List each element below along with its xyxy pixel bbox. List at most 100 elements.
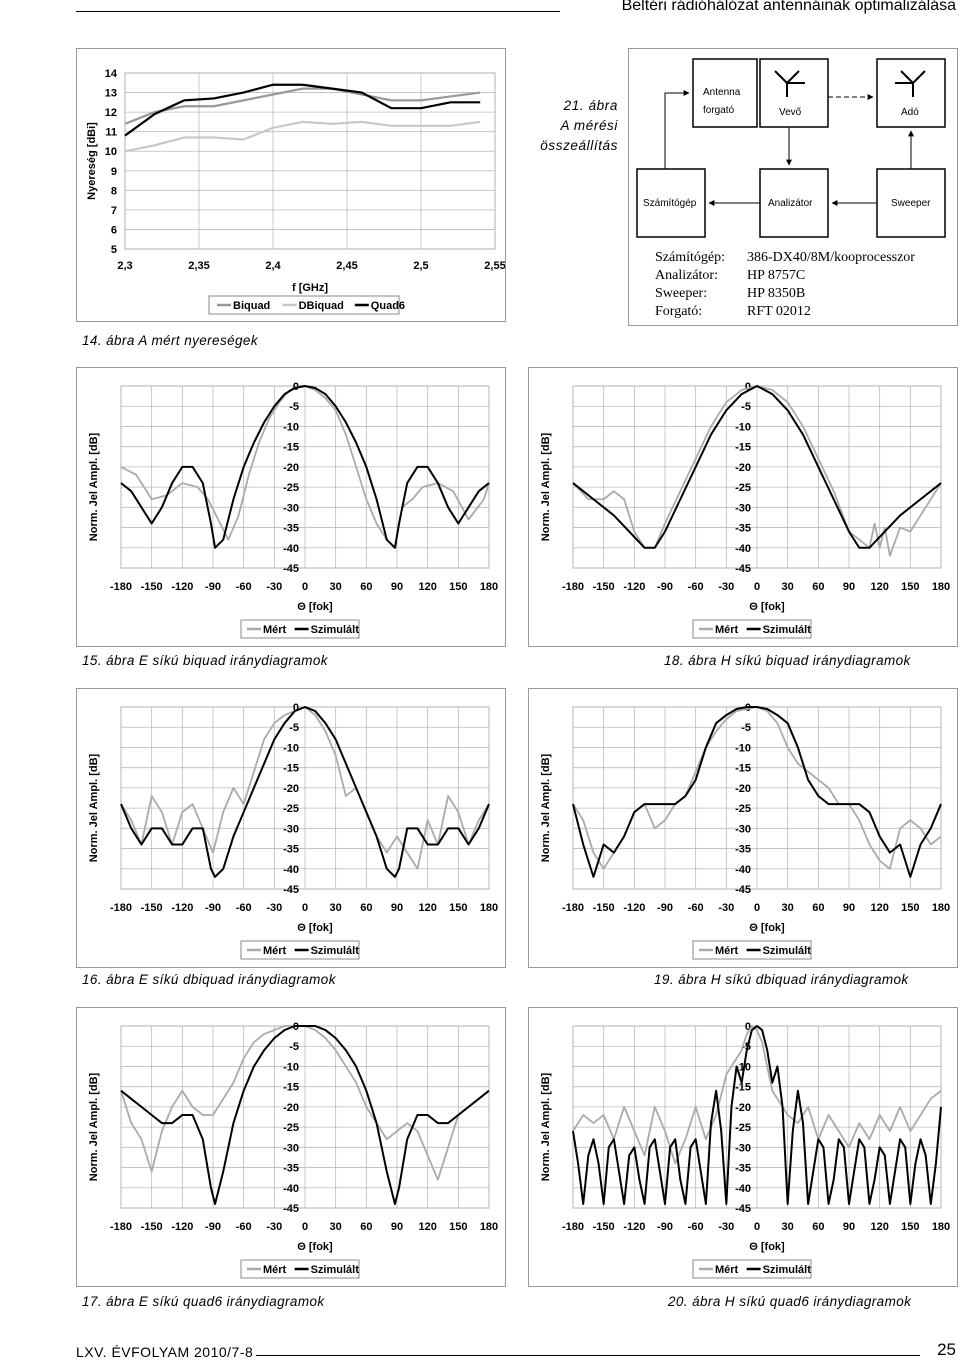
- e-plane-dbiquad-chart: 0-5-10-15-20-25-30-35-40-45-180 -150 -120-…: [88, 702, 498, 960]
- legend-label-measured: Mért: [263, 1264, 287, 1276]
- x-tick-label: 0: [754, 902, 760, 914]
- x-tick-label: -120: [171, 1221, 193, 1233]
- x-tick-label: 90: [843, 902, 855, 914]
- legend-label-simulated: Szimulált: [763, 624, 812, 636]
- sweeper-label: Sweeper: [891, 198, 931, 209]
- legend-label-measured: Mért: [263, 624, 287, 636]
- x-tick-label: 60: [360, 581, 372, 593]
- x-tick-label: 30: [782, 902, 794, 914]
- legend-label-measured: Mért: [715, 1264, 739, 1276]
- x-tick-label: -30: [718, 1221, 734, 1233]
- x-tick-label: -180: [562, 902, 584, 914]
- e-plane-biquad-chart: 0-5-10-15-20-25-30-35-40-45-180 -150 -120-…: [88, 381, 498, 639]
- legend-label-simulated: Szimulált: [311, 945, 360, 957]
- spec-label-sweeper: Sweeper:: [655, 286, 707, 301]
- x-tick-label: 30: [330, 581, 342, 593]
- caption-fig17: 17. ábra E síkú quad6 iránydiagramok: [82, 1294, 325, 1309]
- y-tick-label: -20: [735, 783, 751, 795]
- x-tick-label: 120: [418, 581, 436, 593]
- x-tick-label: 60: [812, 902, 824, 914]
- x-tick-label: 2,4: [265, 260, 281, 272]
- y-tick-label: -25: [283, 482, 299, 494]
- gain-chart: 5 6 7 8 9 10 11 12 13 14 2,3 2,35 2,4 2,45 2,5 2,55 f [G…: [86, 68, 505, 315]
- x-axis-label: Θ [fok]: [297, 601, 333, 613]
- x-tick-label: 90: [843, 581, 855, 593]
- x-axis-label: Θ [fok]: [749, 1241, 785, 1253]
- x-tick-label: -30: [266, 902, 282, 914]
- y-tick-label: 9: [111, 166, 117, 178]
- y-tick-label: -45: [283, 563, 299, 575]
- running-header: Beltéri rádióhálózat antennáinak optimal…: [621, 0, 956, 14]
- y-tick-label: -45: [735, 884, 751, 896]
- x-tick-label: 150: [901, 1221, 919, 1233]
- spec-value-computer: 386-DX40/8M/kooprocesszor: [747, 250, 915, 265]
- y-tick-label: -35: [283, 844, 299, 856]
- y-tick-label: 10: [105, 146, 117, 158]
- spec-label-computer: Számítógép:: [655, 250, 725, 265]
- y-axis-label: Norm. Jel Ampl. [dB]: [540, 1072, 552, 1181]
- x-tick-label: 180: [480, 902, 498, 914]
- figure-21-diagram: Antenna forgató Vevő Adó Számítógép Anal…: [628, 48, 958, 326]
- y-tick-label: 8: [111, 185, 117, 197]
- y-tick-label: -35: [283, 1163, 299, 1175]
- caption-fig21-line3: összeállítás: [540, 138, 618, 153]
- x-tick-label: -120: [623, 581, 645, 593]
- x-tick-label: 180: [480, 581, 498, 593]
- y-tick-label: -10: [735, 421, 751, 433]
- y-tick-label: -25: [283, 1122, 299, 1134]
- x-tick-label: 120: [418, 902, 436, 914]
- y-tick-label: 0: [745, 1021, 751, 1033]
- y-tick-label: -5: [289, 1041, 299, 1053]
- spec-value-rotator: RFT 02012: [747, 304, 811, 319]
- x-tick-label: -30: [266, 581, 282, 593]
- y-tick-label: 13: [105, 88, 117, 100]
- x-tick-label: -90: [657, 581, 673, 593]
- x-tick-label: -30: [718, 902, 734, 914]
- caption-fig14: 14. ábra A mért nyereségek: [82, 333, 258, 348]
- legend-label-simulated: Szimulált: [763, 1264, 812, 1276]
- x-tick-label: -150: [141, 1221, 163, 1233]
- x-tick-label: -150: [141, 902, 163, 914]
- legend-label-quad6: Quad6: [371, 300, 405, 312]
- x-tick-label: -90: [657, 1221, 673, 1233]
- x-tick-label: -90: [205, 581, 221, 593]
- y-tick-label: -40: [283, 543, 299, 555]
- x-tick-label: 2,3: [117, 260, 132, 272]
- figure-17-chart: 0 -5 -10 -15 -20 -25 -30 -35 -40 -45 -180 -150 -120-…: [76, 1007, 506, 1287]
- header-rule: [76, 11, 560, 12]
- caption-fig18: 18. ábra H síkú biquad iránydiagramok: [664, 653, 911, 668]
- x-tick-label: 2,5: [413, 260, 428, 272]
- legend-box: [208, 295, 400, 315]
- transmitter-label: Adó: [901, 107, 919, 118]
- legend-label-dbiquad: DBiquad: [299, 300, 344, 312]
- x-tick-label: 2,45: [336, 260, 357, 272]
- h-plane-quad6-chart: 0-5-10-15-20-25-30-35-40-45-180 -150 -120-…: [540, 1021, 950, 1279]
- y-tick-label: -15: [735, 763, 751, 775]
- caption-fig21-line1: 21. ábra: [563, 98, 618, 113]
- caption-fig21: 21. ábra A mérési összeállítás: [500, 96, 618, 156]
- figure-19-chart: 0 -5 -10 -15 -20 -25 -30 -35 -40 -45 -180 -150 -120-…: [528, 688, 958, 968]
- x-tick-label: 90: [391, 902, 403, 914]
- y-tick-label: -45: [283, 884, 299, 896]
- y-tick-label: -35: [735, 523, 751, 535]
- legend-label-simulated: Szimulált: [311, 624, 360, 636]
- x-tick-label: -60: [236, 1221, 252, 1233]
- y-tick-label: -45: [283, 1203, 299, 1215]
- antenna-label: Antenna: [703, 87, 741, 98]
- y-axis-label: Norm. Jel Ampl. [dB]: [88, 432, 100, 541]
- plot-area: [124, 72, 496, 250]
- figure-20-chart: 0 -5 -10 -15 -20 -25 -30 -35 -40 -45 -180 -150 -120-…: [528, 1007, 958, 1287]
- x-tick-label: -60: [688, 902, 704, 914]
- antenna-rotator-box: [692, 58, 758, 128]
- series-line-measured: [572, 1025, 942, 1165]
- x-tick-label: 180: [480, 1221, 498, 1233]
- spec-value-analyzer: HP 8757C: [747, 268, 805, 283]
- y-tick-label: -25: [735, 1122, 751, 1134]
- y-tick-label: -5: [289, 722, 299, 734]
- x-tick-label: 180: [932, 902, 950, 914]
- x-tick-label: 60: [360, 902, 372, 914]
- x-tick-label: -120: [171, 902, 193, 914]
- footer-rule: [256, 1355, 920, 1356]
- y-tick-label: 11: [105, 127, 117, 139]
- x-tick-label: 30: [330, 902, 342, 914]
